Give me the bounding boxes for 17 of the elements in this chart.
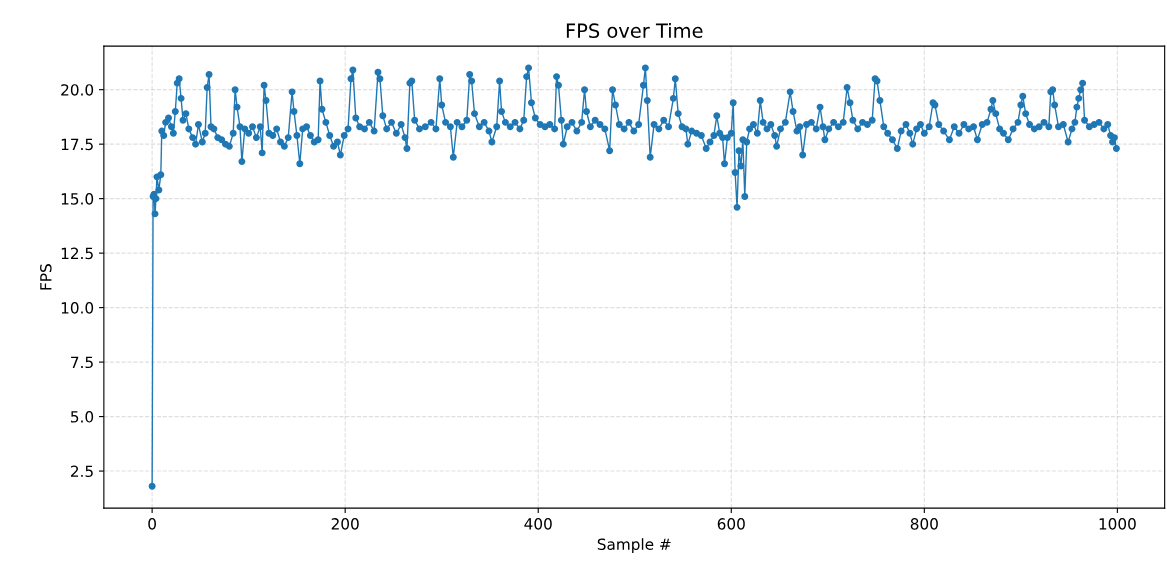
y-tick-label: 10.0 bbox=[61, 302, 94, 314]
y-tick-label: 17.5 bbox=[61, 138, 93, 151]
chart-title: FPS over Time bbox=[566, 22, 703, 39]
x-tick-label: 400 bbox=[524, 518, 552, 530]
x-axis-title: Sample # bbox=[597, 538, 671, 553]
x-tick-label: 0 bbox=[148, 518, 156, 530]
y-axis-title: FPS bbox=[40, 264, 52, 290]
x-tick-label: 1000 bbox=[1099, 518, 1136, 530]
x-tick-label: 200 bbox=[331, 518, 359, 530]
y-tick-label: 20.0 bbox=[61, 84, 94, 96]
y-tick-label: 5.0 bbox=[71, 411, 94, 423]
x-tick-label: 800 bbox=[910, 518, 938, 530]
y-tick-label: 15.0 bbox=[61, 193, 94, 205]
y-tick-label: 12.5 bbox=[61, 247, 93, 260]
y-tick-label: 7.5 bbox=[71, 356, 93, 369]
y-tick-label: 2.5 bbox=[70, 465, 93, 478]
x-tick-label: 600 bbox=[717, 518, 745, 530]
